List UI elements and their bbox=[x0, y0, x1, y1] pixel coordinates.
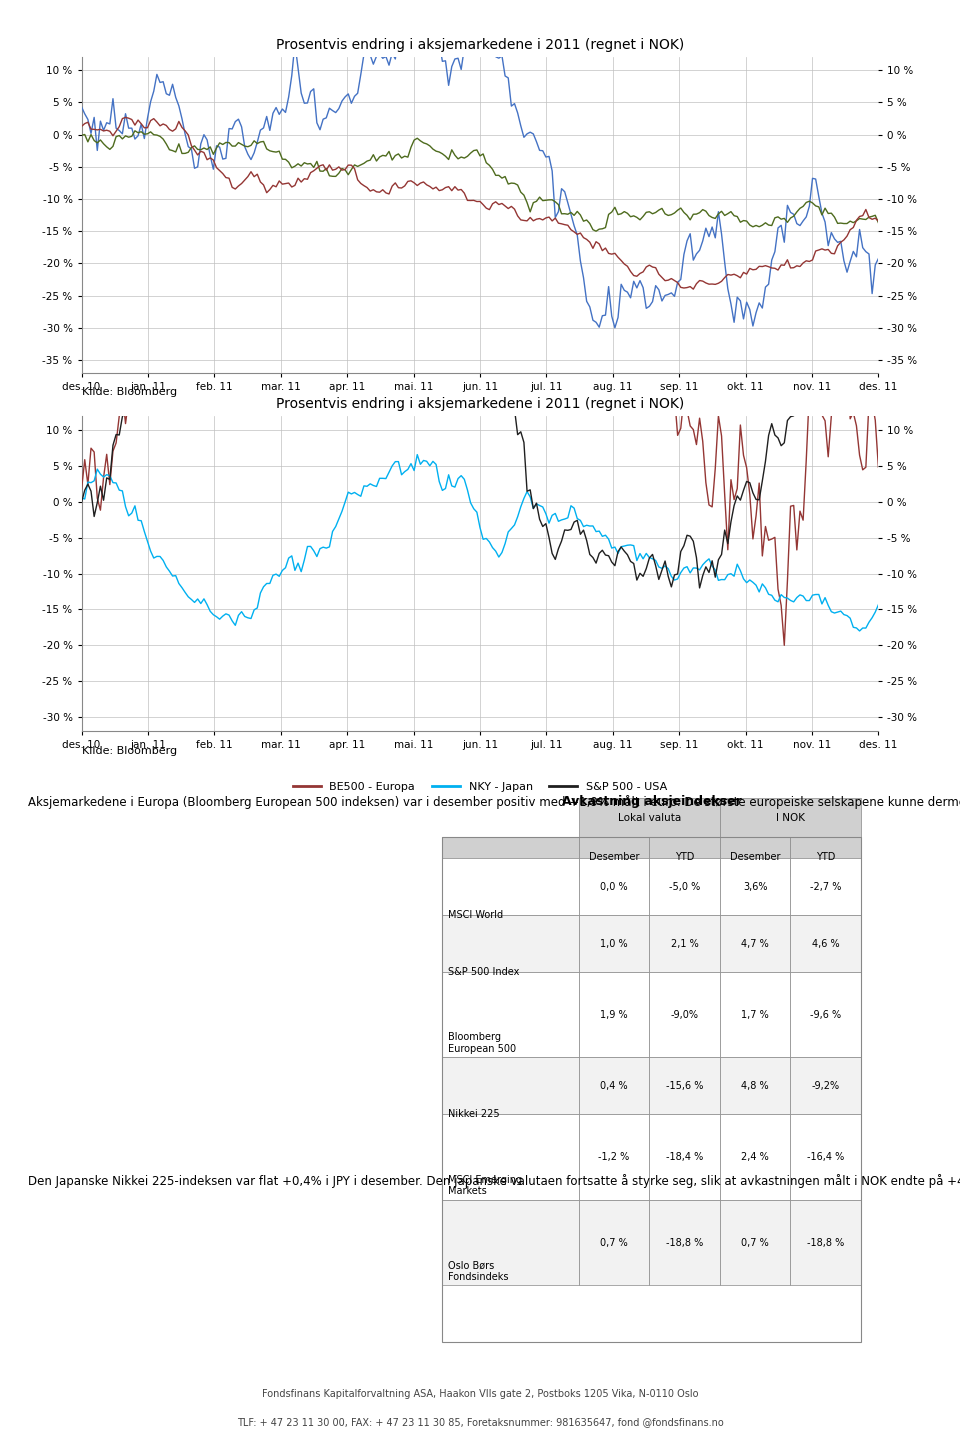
Bar bbox=[720, 799, 861, 837]
Bar bbox=[649, 858, 720, 915]
Text: -9,6 %: -9,6 % bbox=[810, 1010, 841, 1020]
Bar bbox=[720, 1200, 790, 1285]
Text: Desember: Desember bbox=[588, 852, 639, 862]
Text: -1,2 %: -1,2 % bbox=[598, 1152, 630, 1162]
Bar bbox=[720, 1057, 790, 1114]
Text: 1,0 %: 1,0 % bbox=[600, 939, 628, 948]
Text: -16,4 %: -16,4 % bbox=[807, 1152, 845, 1162]
Text: S&P 500 Index: S&P 500 Index bbox=[448, 967, 519, 977]
Legend: BE500 - Europa, NKY - Japan, S&P 500 - USA: BE500 - Europa, NKY - Japan, S&P 500 - U… bbox=[288, 777, 672, 797]
Text: -9,0%: -9,0% bbox=[671, 1010, 699, 1020]
Text: 0,7 %: 0,7 % bbox=[600, 1238, 628, 1248]
Bar bbox=[790, 915, 861, 972]
Bar bbox=[649, 972, 720, 1057]
Text: Lokal valuta: Lokal valuta bbox=[617, 813, 681, 823]
Text: Bloomberg
European 500: Bloomberg European 500 bbox=[448, 1032, 516, 1054]
Text: Den Japanske Nikkei 225-indeksen var flat +0,4% i JPY i desember. Den japanske v: Den Japanske Nikkei 225-indeksen var fla… bbox=[29, 1174, 960, 1187]
Text: Oslo Børs
Fondsindeks: Oslo Børs Fondsindeks bbox=[448, 1260, 509, 1282]
Bar bbox=[443, 915, 579, 972]
Bar bbox=[720, 837, 790, 876]
Text: -15,6 %: -15,6 % bbox=[666, 1081, 704, 1091]
Bar bbox=[649, 915, 720, 972]
Bar bbox=[579, 1057, 649, 1114]
Bar bbox=[443, 858, 579, 915]
Text: 4,7 %: 4,7 % bbox=[741, 939, 769, 948]
Bar bbox=[579, 799, 720, 837]
Text: -18,8 %: -18,8 % bbox=[807, 1238, 845, 1248]
Bar bbox=[720, 1114, 790, 1200]
Bar bbox=[579, 1114, 649, 1200]
Legend: Osefx - Fondsindeksen, Morgan Stanley World, Morgan Stanley Emerging Markets: Osefx - Fondsindeksen, Morgan Stanley Wo… bbox=[183, 419, 777, 439]
Text: 0,4 %: 0,4 % bbox=[600, 1081, 628, 1091]
Bar bbox=[790, 1057, 861, 1114]
Bar bbox=[579, 858, 649, 915]
Text: 0,0 %: 0,0 % bbox=[600, 882, 628, 892]
Text: 4,6 %: 4,6 % bbox=[812, 939, 840, 948]
Title: Prosentvis endring i aksjemarkedene i 2011 (regnet i NOK): Prosentvis endring i aksjemarkedene i 20… bbox=[276, 397, 684, 410]
Text: -9,2%: -9,2% bbox=[812, 1081, 840, 1091]
Text: MSCI World: MSCI World bbox=[448, 911, 503, 921]
Bar bbox=[790, 1200, 861, 1285]
Text: 1,9 %: 1,9 % bbox=[600, 1010, 628, 1020]
Text: -5,0 %: -5,0 % bbox=[669, 882, 700, 892]
Title: Prosentvis endring i aksjemarkedene i 2011 (regnet i NOK): Prosentvis endring i aksjemarkedene i 20… bbox=[276, 39, 684, 52]
Bar bbox=[649, 1114, 720, 1200]
Text: YTD: YTD bbox=[675, 852, 694, 862]
Bar bbox=[443, 837, 861, 1342]
Bar bbox=[720, 858, 790, 915]
Bar bbox=[790, 837, 861, 876]
Text: 1,7 %: 1,7 % bbox=[741, 1010, 769, 1020]
Text: -2,7 %: -2,7 % bbox=[810, 882, 841, 892]
Bar bbox=[443, 1114, 579, 1200]
Bar bbox=[579, 972, 649, 1057]
Text: TLF: + 47 23 11 30 00, FAX: + 47 23 11 30 85, Foretaksnummer: 981635647, fond @f: TLF: + 47 23 11 30 00, FAX: + 47 23 11 3… bbox=[236, 1418, 724, 1427]
Bar bbox=[790, 1114, 861, 1200]
Text: -18,8 %: -18,8 % bbox=[666, 1238, 704, 1248]
Text: Nikkei 225: Nikkei 225 bbox=[448, 1110, 499, 1120]
Text: YTD: YTD bbox=[816, 852, 835, 862]
Text: I NOK: I NOK bbox=[776, 813, 805, 823]
Bar bbox=[649, 1057, 720, 1114]
Bar bbox=[579, 837, 649, 876]
Text: Kilde: Bloomberg: Kilde: Bloomberg bbox=[82, 387, 177, 397]
Bar bbox=[790, 972, 861, 1057]
Text: Aksjemarkedene i Europa (Bloomberg European 500 indeksen) var i desember positiv: Aksjemarkedene i Europa (Bloomberg Europ… bbox=[29, 796, 960, 809]
Bar bbox=[443, 972, 579, 1057]
Text: 0,7 %: 0,7 % bbox=[741, 1238, 769, 1248]
Text: MSCI Emerging
Markets: MSCI Emerging Markets bbox=[448, 1174, 522, 1196]
Bar bbox=[790, 858, 861, 915]
Text: Kilde: Bloomberg: Kilde: Bloomberg bbox=[82, 746, 177, 756]
Bar bbox=[443, 1200, 579, 1285]
Bar bbox=[579, 915, 649, 972]
Bar bbox=[720, 915, 790, 972]
Bar bbox=[443, 837, 579, 876]
Text: Avkastning aksjeindekser: Avkastning aksjeindekser bbox=[562, 796, 741, 809]
Bar bbox=[443, 1057, 579, 1114]
Text: Desember: Desember bbox=[730, 852, 780, 862]
Text: 3,6%: 3,6% bbox=[743, 882, 767, 892]
Text: 2,4 %: 2,4 % bbox=[741, 1152, 769, 1162]
Bar bbox=[579, 1200, 649, 1285]
Text: 2,1 %: 2,1 % bbox=[671, 939, 699, 948]
Text: 4,8 %: 4,8 % bbox=[741, 1081, 769, 1091]
Text: -18,4 %: -18,4 % bbox=[666, 1152, 704, 1162]
Bar bbox=[720, 972, 790, 1057]
Bar bbox=[649, 1200, 720, 1285]
Text: Fondsfinans Kapitalforvaltning ASA, Haakon VIIs gate 2, Postboks 1205 Vika, N-01: Fondsfinans Kapitalforvaltning ASA, Haak… bbox=[262, 1390, 698, 1398]
Bar bbox=[649, 837, 720, 876]
